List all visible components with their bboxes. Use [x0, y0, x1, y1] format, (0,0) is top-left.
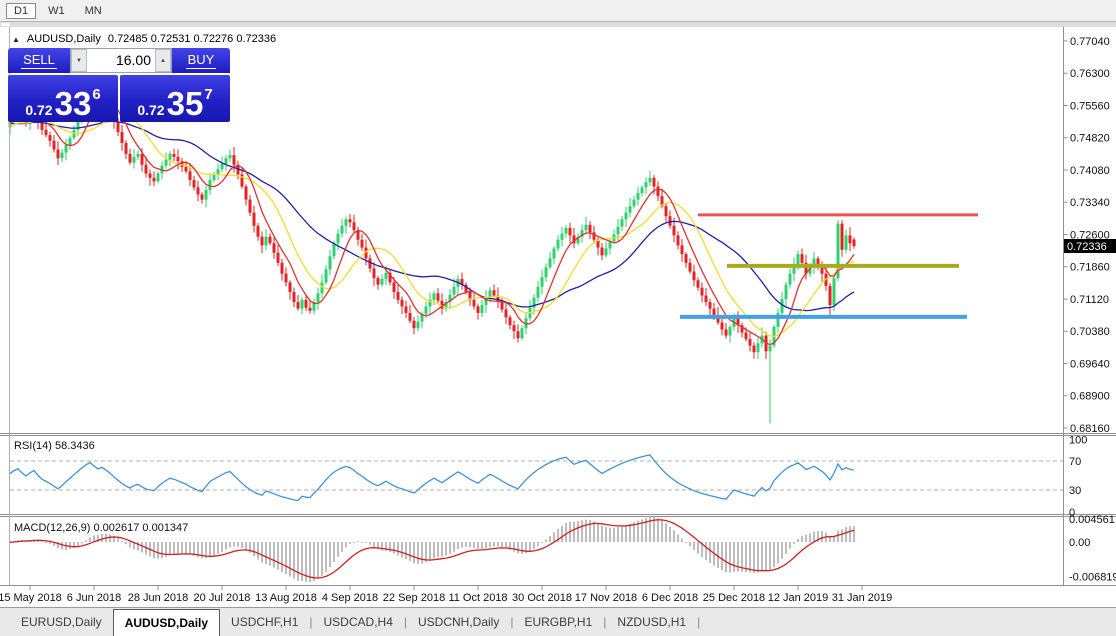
price-tick-label: 0.74080: [1070, 165, 1110, 177]
date-tick-label: 25 Dec 2018: [703, 592, 765, 604]
price-axis[interactable]: 0.77040 0.76300 0.75560 0.74820 0.74080 0.733…: [1063, 36, 1116, 583]
date-tick-label: 22 Sep 2018: [383, 592, 445, 604]
buy-price-prefix: 0.72: [137, 102, 165, 118]
sell-price-box[interactable]: 0.72 33 6: [8, 75, 118, 122]
sell-button[interactable]: SELL: [8, 48, 70, 73]
sell-price-prefix: 0.72: [25, 102, 53, 118]
date-tick-label: 20 Jul 2018: [194, 592, 251, 604]
timeframe-mn-button[interactable]: MN: [84, 4, 102, 17]
spinner-down-icon: ▼: [76, 57, 82, 64]
volume-decrease-button[interactable]: ▼: [71, 49, 87, 72]
horizontal-lines[interactable]: [680, 213, 978, 319]
price-tick-label: 0.72600: [1070, 229, 1110, 241]
macd-signal-line: [9, 519, 855, 579]
macd-histogram: [9, 516, 855, 582]
date-tick-label: 30 Oct 2018: [512, 592, 572, 604]
volume-increase-button[interactable]: ▲: [155, 49, 171, 72]
volume-input[interactable]: 16.00: [115, 52, 151, 68]
macd-tick-label: 0.00: [1069, 537, 1090, 549]
tab-separator: |: [697, 615, 701, 629]
price-tick-label: 0.68900: [1070, 391, 1110, 403]
rsi-tick-label: 70: [1069, 456, 1081, 468]
price-tick-label: 0.71860: [1070, 262, 1110, 274]
chart-tab-bar: EURUSD,Daily AUDUSD,Daily USDCHF,H1 | US…: [0, 607, 1116, 636]
tab-usdchf-h1[interactable]: USDCHF,H1: [231, 615, 299, 629]
tab-eurgbp-h1[interactable]: EURGBP,H1: [524, 615, 593, 629]
volume-stepper: ▼ 16.00 ▲: [70, 48, 172, 73]
price-tick-label: 0.70380: [1070, 326, 1110, 338]
spinner-up-icon: ▲: [160, 57, 166, 64]
macd-tick-label: 0.004561: [1069, 514, 1115, 526]
price-tick-label: 0.73340: [1070, 197, 1110, 209]
date-tick-label: 4 Sep 2018: [322, 592, 378, 604]
tab-eurusd-daily[interactable]: EURUSD,Daily: [21, 615, 102, 629]
moving-average: [9, 120, 855, 312]
chart-symbol-period: AUDUSD,Daily: [26, 33, 101, 45]
price-tick-label: 0.77040: [1070, 36, 1110, 48]
date-tick-label: 6 Dec 2018: [642, 592, 698, 604]
chart-title-bar: ▲ AUDUSD,Daily 0.72485 0.72531 0.72276 0…: [12, 33, 276, 45]
chart-ohlc-values: 0.72485 0.72531 0.72276 0.72336: [107, 33, 277, 45]
moving-average: [9, 99, 855, 346]
timeframe-d1-button[interactable]: D1: [6, 2, 37, 19]
buy-price-pip: 7: [204, 86, 213, 103]
moving-average: [9, 113, 855, 337]
date-tick-label: 12 Jan 2019: [768, 592, 829, 604]
tab-separator: |: [510, 615, 514, 629]
chart-window: RSI(14) 58.3436 MACD(12,26,9) 0.002617 0.…: [0, 22, 1116, 607]
price-tick-label: 0.71120: [1070, 294, 1109, 306]
date-tick-label: 28 Jun 2018: [128, 592, 189, 604]
sell-price-main: 33: [54, 84, 92, 122]
buy-price-main: 35: [166, 84, 204, 122]
macd-tick-label: -0.006819: [1069, 571, 1116, 583]
timeframe-w1-button[interactable]: W1: [48, 4, 65, 17]
collapse-quote-icon[interactable]: ▲: [12, 34, 20, 44]
macd-label: MACD(12,26,9) 0.002617 0.001347: [14, 522, 188, 534]
tab-nzdusd-h1[interactable]: NZDUSD,H1: [617, 615, 687, 629]
rsi-tick-label: 0: [1069, 507, 1075, 519]
one-click-trading-panel: SELL ▼ 16.00 ▲ BUY 0.72 33 6 0.72 35 7: [8, 48, 230, 122]
date-tick-label: 15 May 2018: [0, 592, 62, 604]
rsi-line: [9, 454, 855, 502]
buy-price-box[interactable]: 0.72 35 7: [120, 75, 230, 122]
tab-separator: |: [403, 615, 407, 629]
tab-separator: |: [309, 615, 313, 629]
sell-price-pip: 6: [92, 86, 101, 103]
tab-separator: |: [603, 615, 607, 629]
rsi-label: RSI(14) 58.3436: [14, 440, 95, 452]
date-tick-label: 6 Jun 2018: [67, 592, 121, 604]
timeframe-toolbar: D1 W1 MN: [0, 0, 1116, 22]
price-tick-label: 0.69640: [1070, 358, 1110, 370]
date-tick-label: 17 Nov 2018: [575, 592, 637, 604]
tab-audusd-daily[interactable]: AUDUSD,Daily: [112, 609, 221, 636]
buy-button[interactable]: BUY: [172, 48, 230, 73]
buy-button-label: BUY: [185, 52, 217, 69]
rsi-tick-label: 30: [1069, 485, 1081, 497]
window-splitter[interactable]: [0, 22, 1116, 27]
current-price-tag: [1064, 239, 1116, 254]
tab-usdcnh-daily[interactable]: USDCNH,Daily: [418, 615, 500, 629]
tab-usdcad-h4[interactable]: USDCAD,H4: [323, 615, 393, 629]
price-tick-label: 0.76300: [1070, 68, 1110, 80]
sell-button-label: SELL: [21, 52, 57, 69]
date-tick-label: 13 Aug 2018: [255, 592, 317, 604]
price-tick-label: 0.68160: [1070, 423, 1110, 435]
rsi-tick-label: 100: [1069, 434, 1087, 446]
date-axis[interactable]: 15 May 2018 6 Jun 2018 28 Jun 2018 20 Jul 2…: [0, 585, 893, 605]
date-tick-label: 11 Oct 2018: [448, 592, 507, 604]
current-price-label: 0.72336: [1067, 241, 1107, 253]
price-tick-label: 0.74820: [1070, 133, 1110, 145]
price-tick-label: 0.75560: [1070, 100, 1110, 112]
date-tick-label: 31 Jan 2019: [832, 592, 893, 604]
